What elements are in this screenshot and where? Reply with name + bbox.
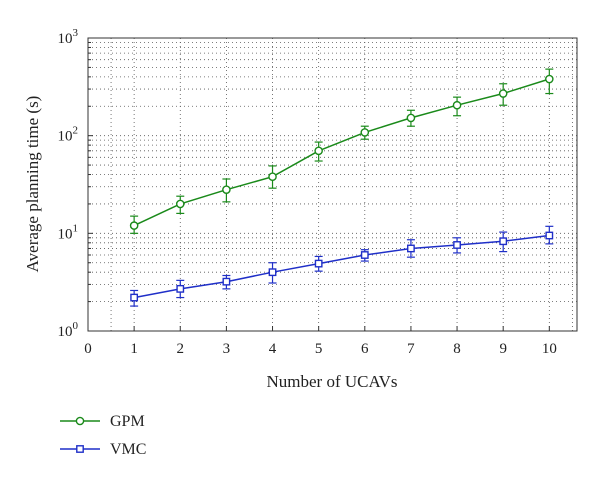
y-axis: 100 101 102 103 bbox=[58, 27, 93, 340]
data-point-gpm bbox=[222, 185, 231, 194]
data-point-gpm bbox=[452, 100, 462, 110]
x-tick-label: 6 bbox=[361, 341, 369, 357]
y-axis-label: Average planning time (s) bbox=[23, 96, 42, 273]
x-tick-label: 1 bbox=[130, 341, 138, 357]
x-tick-label: 3 bbox=[223, 341, 231, 357]
x-tick-label: 10 bbox=[542, 341, 557, 357]
y-tick-label: 102 bbox=[58, 125, 79, 145]
plot-frame bbox=[87, 37, 578, 332]
data-point-vmc bbox=[499, 237, 508, 246]
x-tick-label: 0 bbox=[84, 341, 92, 357]
data-point-vmc bbox=[407, 244, 415, 253]
data-point-vmc bbox=[545, 231, 554, 240]
series-line-vmc bbox=[133, 234, 550, 299]
grid bbox=[87, 38, 577, 331]
data-point-vmc bbox=[130, 293, 139, 302]
legend: GPM VMC bbox=[60, 413, 146, 458]
data-point-vmc bbox=[360, 251, 369, 259]
data-point-gpm bbox=[406, 113, 416, 123]
data-point-vmc bbox=[314, 259, 323, 268]
legend-label-gpm: GPM bbox=[110, 413, 145, 430]
x-tick-label: 8 bbox=[453, 341, 461, 357]
y-tick-label: 103 bbox=[58, 27, 79, 47]
legend-marker-gpm bbox=[75, 416, 85, 426]
y-tick-label: 100 bbox=[58, 320, 79, 340]
data-point-vmc bbox=[222, 277, 231, 286]
legend-marker-vmc bbox=[76, 445, 84, 453]
x-axis-label: Number of UCAVs bbox=[267, 372, 398, 391]
data-point-gpm bbox=[129, 221, 139, 230]
data-point-gpm bbox=[314, 146, 323, 156]
data-point-gpm bbox=[545, 74, 554, 84]
x-axis: 0 1 2 3 4 5 6 7 8 9 10 bbox=[84, 326, 557, 357]
data-point-vmc bbox=[453, 241, 461, 249]
legend-label-vmc: VMC bbox=[110, 441, 146, 458]
series-line-gpm bbox=[133, 78, 550, 227]
series bbox=[129, 68, 554, 307]
y-tick-label: 101 bbox=[58, 222, 79, 242]
x-tick-label: 5 bbox=[315, 341, 323, 357]
data-point-gpm bbox=[175, 199, 185, 209]
x-tick-label: 9 bbox=[499, 341, 507, 357]
data-point-gpm bbox=[360, 128, 370, 137]
data-point-vmc bbox=[268, 268, 277, 277]
data-point-gpm bbox=[498, 89, 508, 98]
x-tick-label: 4 bbox=[269, 341, 277, 357]
x-tick-label: 7 bbox=[407, 341, 415, 357]
series-vmc bbox=[130, 225, 554, 307]
data-point-vmc bbox=[176, 284, 185, 293]
series-gpm bbox=[129, 68, 554, 234]
data-point-gpm bbox=[268, 172, 277, 182]
x-tick-label: 2 bbox=[177, 341, 185, 357]
